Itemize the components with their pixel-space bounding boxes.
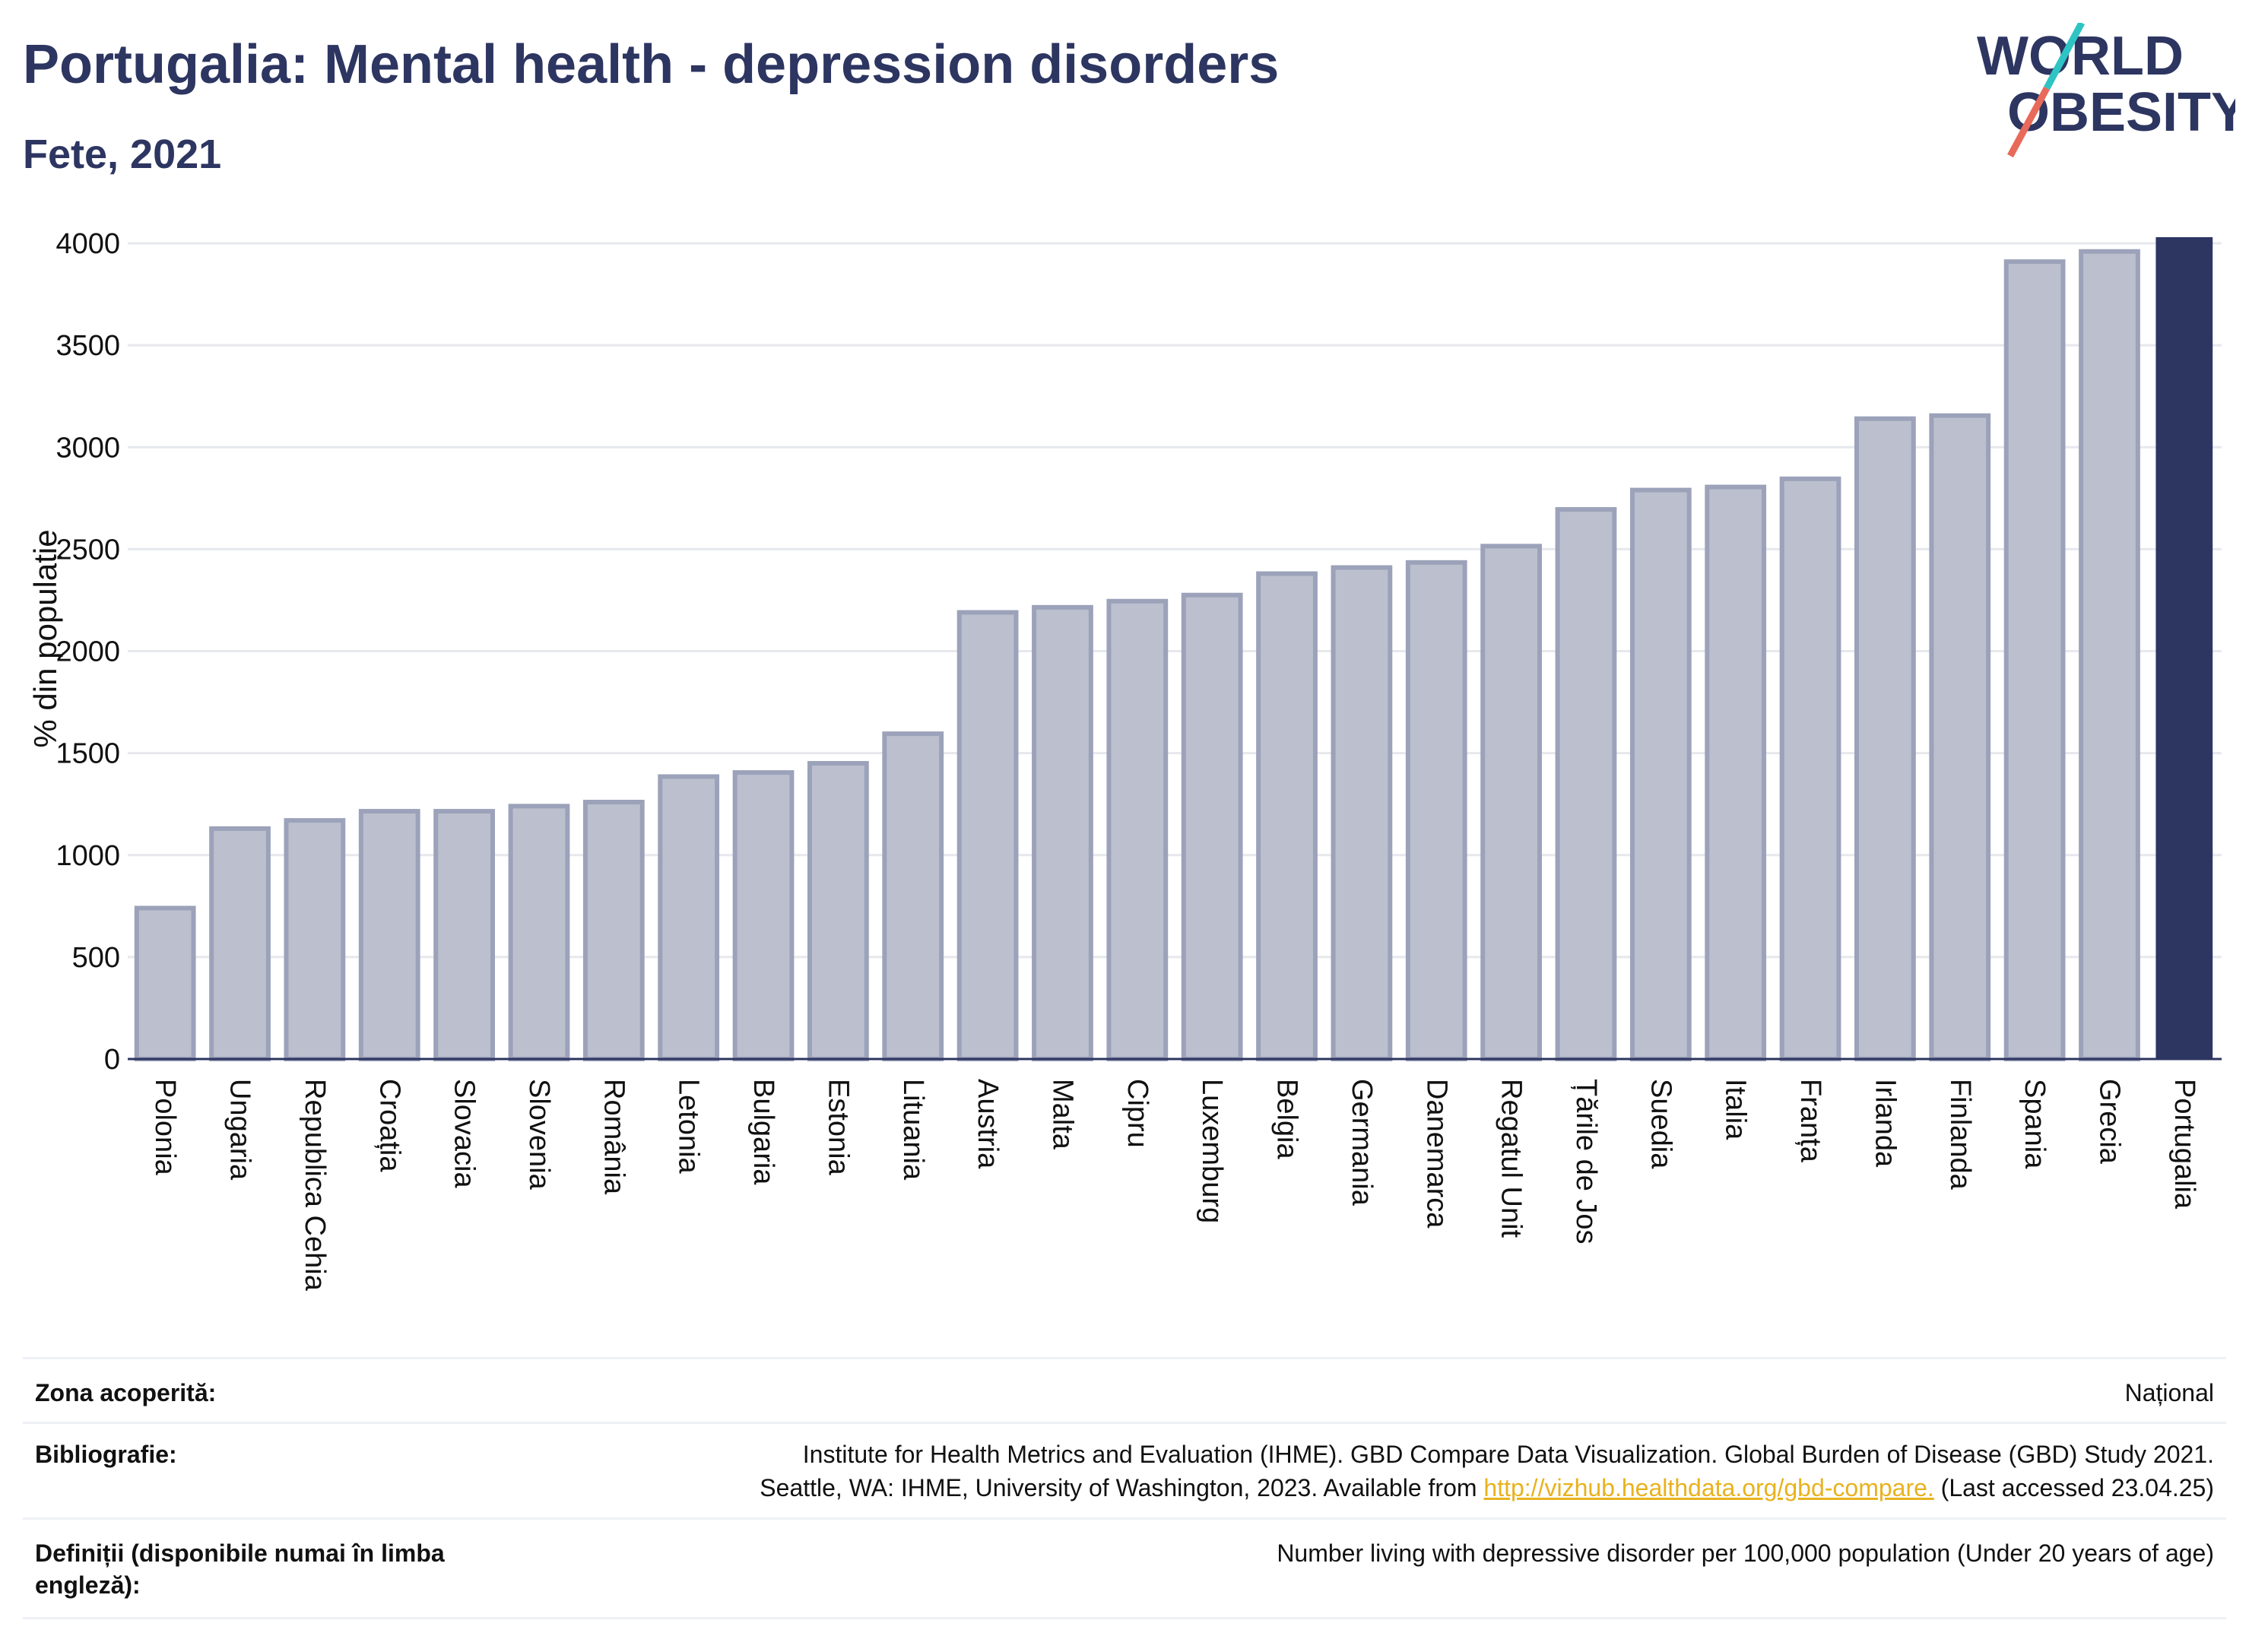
x-tick-label: Bulgaria [747,1079,779,1185]
x-tick-label: Republica Cehia [299,1079,331,1292]
bibliography-link[interactable]: http://vizhub.healthdata.org/gbd-compare… [1483,1474,1934,1501]
world-obesity-logo: WORLD OBESITY [1977,23,2235,158]
bar-irlanda [1854,416,1916,1061]
x-tick-label: Austria [972,1079,1004,1169]
x-tick-label: Finlanda [1944,1079,1976,1191]
bar-bulgaria [732,770,795,1061]
bibliography-line2-post: (Last accessed 23.04.25) [1933,1474,2214,1501]
bar-republica-cehia [284,818,346,1061]
coverage-value: Național [2124,1379,2214,1406]
bibliography-line2-pre: Seattle, WA: IHME, University of Washing… [760,1474,1484,1501]
bar-grecia [2079,249,2140,1062]
bar-franța [1779,476,1841,1061]
coverage-label: Zona acoperită: [35,1379,217,1406]
x-tick-label: Spania [2019,1079,2051,1169]
y-tick-label: 3000 [56,432,120,464]
bar-germania [1331,565,1393,1061]
x-tick-label: Ungaria [224,1079,256,1181]
bar-polonia [134,905,196,1061]
y-tick-label: 4000 [56,228,120,260]
y-tick-label: 2500 [56,534,120,566]
x-tick-label: Malta [1046,1079,1078,1150]
bar-finlanda [1929,413,1991,1061]
bar-letonia [658,774,720,1061]
logo-slash-teal [2044,23,2085,90]
bar-malta [1032,604,1093,1061]
bar-estonia [807,761,869,1061]
bar-croația [358,809,420,1062]
x-tick-labels: Polonia Ungaria Republica Cehia Croația Slov… [149,1079,2200,1292]
y-tick-label: 500 [72,942,120,974]
x-tick-label: Franța [1794,1079,1826,1163]
bar-regatul-unit [1480,544,1542,1061]
bibliography-row: Bibliografie: Institute for Health Metri… [23,1422,2226,1520]
x-tick-label: Estonia [822,1079,854,1176]
bibliography-line2: Seattle, WA: IHME, University of Washing… [760,1471,2214,1505]
page-subtitle: Fete, 2021 [23,132,222,177]
x-tick-label: Danemarca [1420,1079,1452,1229]
bar-italia [1705,484,1767,1061]
x-tick-label: Letonia [673,1079,705,1175]
bar-danemarca [1405,560,1467,1061]
y-tick-label: 2000 [56,636,120,668]
y-tick-label: 1000 [56,840,120,872]
bar-chart: 0 500 1000 1500 2000 2500 3000 3500 4000 Polonia… [27,228,2222,1292]
x-tick-label: Slovenia [523,1079,555,1191]
definitions-value: Number living with depressive disorder p… [1277,1539,2214,1567]
x-tick-label: Grecia [2093,1079,2125,1165]
y-tick-label: 3500 [56,330,120,362]
page-title: Portugalia: Mental health - depression d… [23,34,1280,95]
y-axis-label: % din populație [27,529,63,747]
logo-line1: WORLD [1977,26,2184,87]
x-tick-label: Luxemburg [1196,1079,1228,1223]
x-tick-label: Cipru [1121,1079,1153,1148]
bars [134,236,2213,1062]
bar-ungaria [209,826,271,1061]
bar-austria [956,610,1019,1061]
bar-spania [2003,259,2066,1062]
bar-luxemburg [1181,592,1243,1061]
bar-belgia [1256,571,1318,1061]
bar-cipru [1106,598,1169,1061]
y-tick-label: 1500 [56,738,120,770]
x-tick-label: Suedia [1645,1079,1676,1169]
x-tick-label: Italia [1720,1079,1752,1140]
x-tick-label: Belgia [1271,1079,1303,1159]
logo-slash-coral [2007,86,2050,158]
bar-suedia [1629,487,1692,1061]
definitions-row: Definiții (disponibile numai în limba en… [23,1517,2226,1619]
bar-portugalia [2155,236,2213,1059]
x-tick-label: Croația [373,1079,405,1172]
y-tick-labels: 0 500 1000 1500 2000 2500 3000 3500 4000 [56,228,120,1076]
x-tick-label: Lituania [897,1079,929,1181]
bar-lituania [882,731,944,1061]
x-tick-label: Regatul Unit [1496,1079,1527,1238]
metadata-table: Zona acoperită: Național Bibliografie: I… [23,1357,2226,1619]
y-tick-label: 0 [104,1044,120,1076]
x-tick-label: Polonia [149,1079,181,1176]
bar-slovenia [508,804,570,1061]
x-tick-label: Germania [1346,1079,1378,1206]
x-tick-label: Irlanda [1869,1079,1901,1168]
bibliography-line1: Institute for Health Metrics and Evaluat… [802,1441,2214,1468]
x-tick-label: Țările de Jos [1570,1079,1602,1245]
x-tick-label: Slovacia [449,1079,481,1188]
bar-țările-de-jos [1555,507,1617,1061]
coverage-row: Zona acoperită: Național [23,1359,2226,1422]
bibliography-label: Bibliografie: [35,1441,177,1468]
bar-românia [582,800,645,1061]
bar-slovacia [433,809,495,1062]
x-tick-label: România [598,1079,630,1195]
x-tick-label: Portugalia [2168,1079,2200,1210]
definitions-label-line2: engleză): [35,1571,141,1599]
definitions-label-line1: Definiții (disponibile numai în limba [35,1539,445,1567]
